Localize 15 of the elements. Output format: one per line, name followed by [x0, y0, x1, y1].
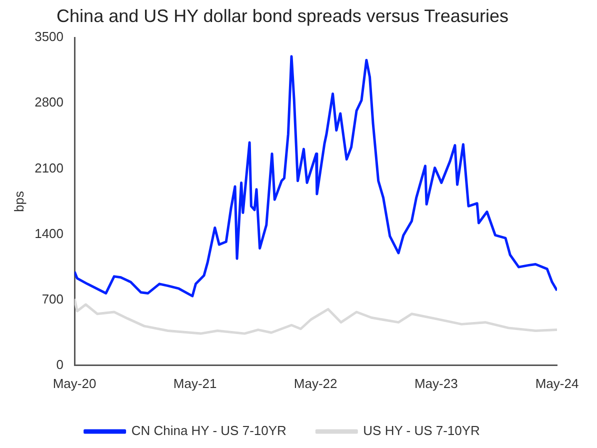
- y-axis-title: bps: [11, 190, 26, 212]
- chart-title: China and US HY dollar bond spreads versus Treasuries: [56, 6, 508, 26]
- x-tick-label: May-23: [414, 376, 458, 391]
- y-tick-label: 2800: [34, 94, 64, 110]
- x-tick-label: May-21: [173, 376, 217, 391]
- y-tick-label: 700: [42, 291, 64, 306]
- x-tick-label: May-20: [52, 376, 96, 391]
- x-tick-label: May-24: [535, 376, 579, 391]
- y-tick-label: 0: [56, 356, 64, 372]
- legend-label: CN China HY - US 7-10YR: [131, 423, 286, 438]
- y-tick-label: 3500: [34, 29, 64, 44]
- x-tick-label: May-22: [294, 376, 338, 391]
- y-tick-label: 1400: [34, 226, 64, 241]
- legend-label: US HY - US 7-10YR: [363, 423, 480, 438]
- y-tick-label: 2100: [34, 160, 64, 176]
